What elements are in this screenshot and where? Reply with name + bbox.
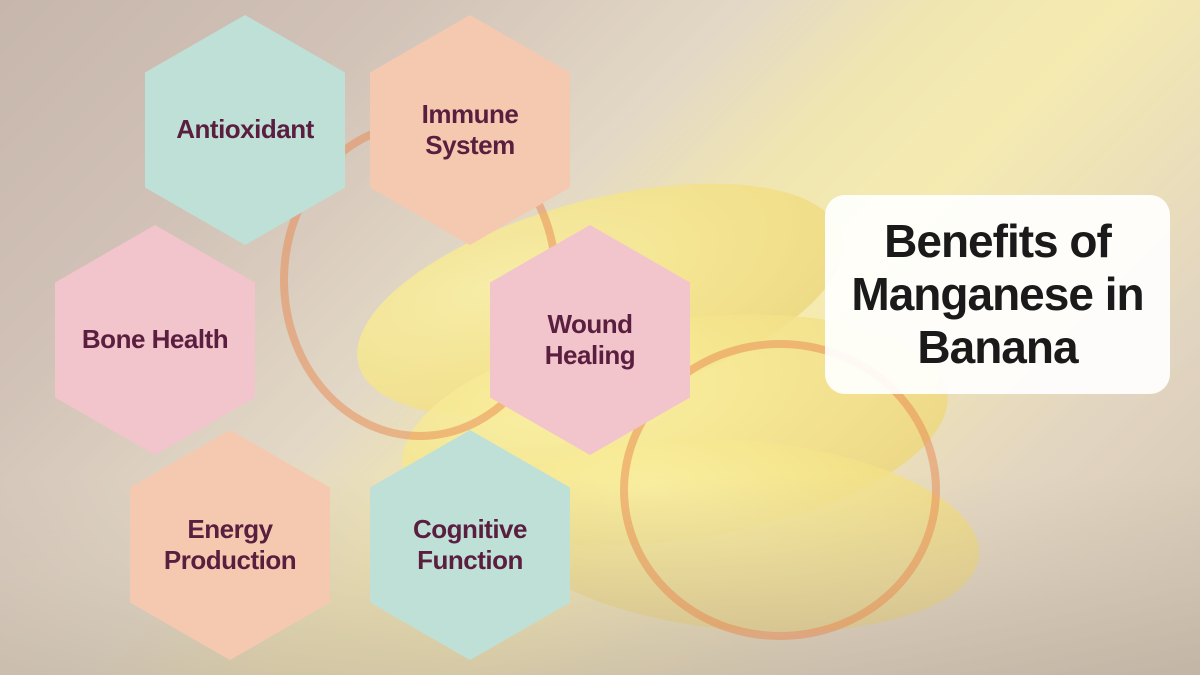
hexagon-label: Immune System bbox=[370, 99, 570, 161]
hexagon-label: Wound Healing bbox=[490, 309, 690, 371]
hexagon-label: Bone Health bbox=[67, 324, 243, 355]
hexagon-label: Antioxidant bbox=[161, 114, 329, 145]
hexagon-label: Energy Production bbox=[130, 514, 330, 576]
title-text: Benefits of Manganese in Banana bbox=[850, 215, 1145, 374]
title-box: Benefits of Manganese in Banana bbox=[825, 195, 1170, 394]
hexagon-label: Cognitive Function bbox=[370, 514, 570, 576]
